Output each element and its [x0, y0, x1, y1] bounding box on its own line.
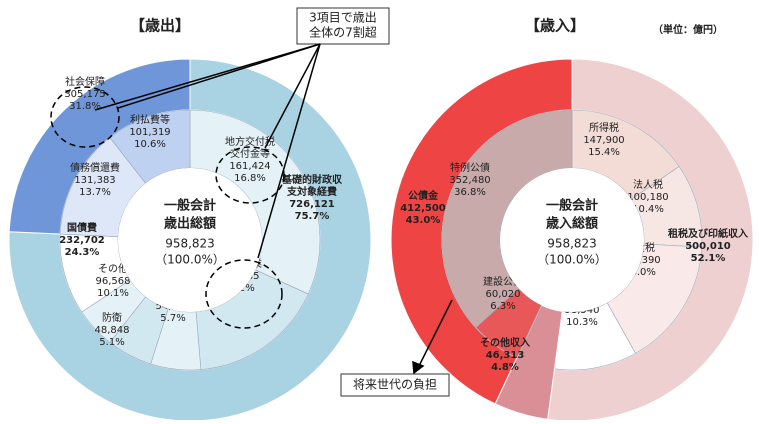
slice-label: 60,020 — [486, 289, 521, 300]
center-title: 一般会計 — [546, 198, 598, 214]
slice-label: 352,480 — [449, 175, 490, 186]
slice-label: 10.1% — [97, 288, 129, 299]
slice-label: 52.1% — [691, 253, 726, 264]
slice-label: 16.8% — [234, 173, 266, 184]
note-box — [340, 373, 450, 397]
center-hole — [118, 168, 262, 312]
center-share: （100.0%） — [537, 253, 607, 267]
slice-label: 75.7% — [295, 211, 330, 222]
slice-label: 社会保障 — [65, 75, 105, 88]
slice-label: 交付金等 — [230, 147, 270, 160]
slice-label: 100,180 — [627, 192, 668, 203]
slice-label: 特例公債 — [450, 161, 490, 174]
center-total: 958,823 — [165, 237, 215, 251]
slice-label: 10.4% — [632, 204, 664, 215]
chart-title: 【歳入】 — [525, 17, 585, 35]
slice-label: 10.6% — [134, 139, 166, 150]
callout-box — [296, 7, 390, 45]
slice-label: 147,900 — [583, 135, 624, 146]
center-title: 一般会計 — [164, 198, 216, 214]
slice-label: 412,500 — [400, 203, 446, 214]
slice-label: 支対象経費 — [286, 185, 337, 198]
slice-label: 13.7% — [79, 187, 111, 198]
slice-label: 16.0% — [624, 267, 656, 278]
slice-label: 租税及び印紙収入 — [668, 227, 748, 240]
slice-label: 232,702 — [59, 235, 105, 246]
slice-label: その他収入 — [480, 336, 530, 349]
slice-label: 101,319 — [129, 127, 170, 138]
center-total: 958,823 — [547, 237, 597, 251]
slice-label: 地方交付税 — [225, 135, 275, 148]
slice-label: 31.8% — [69, 101, 101, 112]
slice-label: 305,175 — [64, 89, 105, 100]
slice-label: 国債費 — [67, 221, 97, 234]
center-title: 歳入総額 — [546, 216, 598, 232]
center-share: （100.0%） — [155, 253, 225, 267]
slice-label: 43.0% — [406, 215, 441, 226]
slice-label: 131,383 — [74, 175, 115, 186]
slice-label: 46,313 — [486, 350, 525, 361]
slice-label: 36.8% — [454, 187, 486, 198]
slice-label: 15.4% — [588, 147, 620, 158]
slice-label: 利払費等 — [130, 113, 170, 126]
slice-label: 所得税 — [589, 121, 619, 134]
annotation: 3項目で歳出 — [309, 11, 377, 25]
slice-label: 5.1% — [99, 337, 124, 348]
center-hole — [500, 168, 644, 312]
slice-label: 726,121 — [289, 199, 335, 210]
slice-label: 24.3% — [65, 247, 100, 258]
unit-note: （単位：億円） — [653, 23, 723, 36]
slice-label: 4.8% — [491, 362, 519, 373]
slice-label: 5.7% — [160, 313, 185, 324]
chart-title: 【歳出】 — [130, 17, 190, 35]
slice-label: 公債金 — [408, 189, 439, 202]
slice-label: 債務償還費 — [70, 161, 120, 174]
slice-label: 法人税 — [633, 178, 663, 191]
slice-label: 10.3% — [566, 317, 598, 328]
slice-label: 161,424 — [229, 161, 270, 172]
callout-lines — [50, 43, 453, 375]
slice-label: 防衛 — [102, 311, 122, 324]
slice-label: 基礎的財政収 — [281, 173, 343, 186]
slice-label: 48,848 — [95, 325, 130, 336]
center-title: 歳出総額 — [164, 216, 216, 232]
slice-label: 6.3% — [490, 301, 515, 312]
annotation: 全体の7割超 — [309, 25, 377, 40]
annotation: 将来世代の負担 — [353, 378, 437, 392]
slice-label: その他 — [98, 262, 128, 275]
slice-label: 96,568 — [96, 276, 131, 287]
slice-label: 500,010 — [685, 241, 731, 252]
